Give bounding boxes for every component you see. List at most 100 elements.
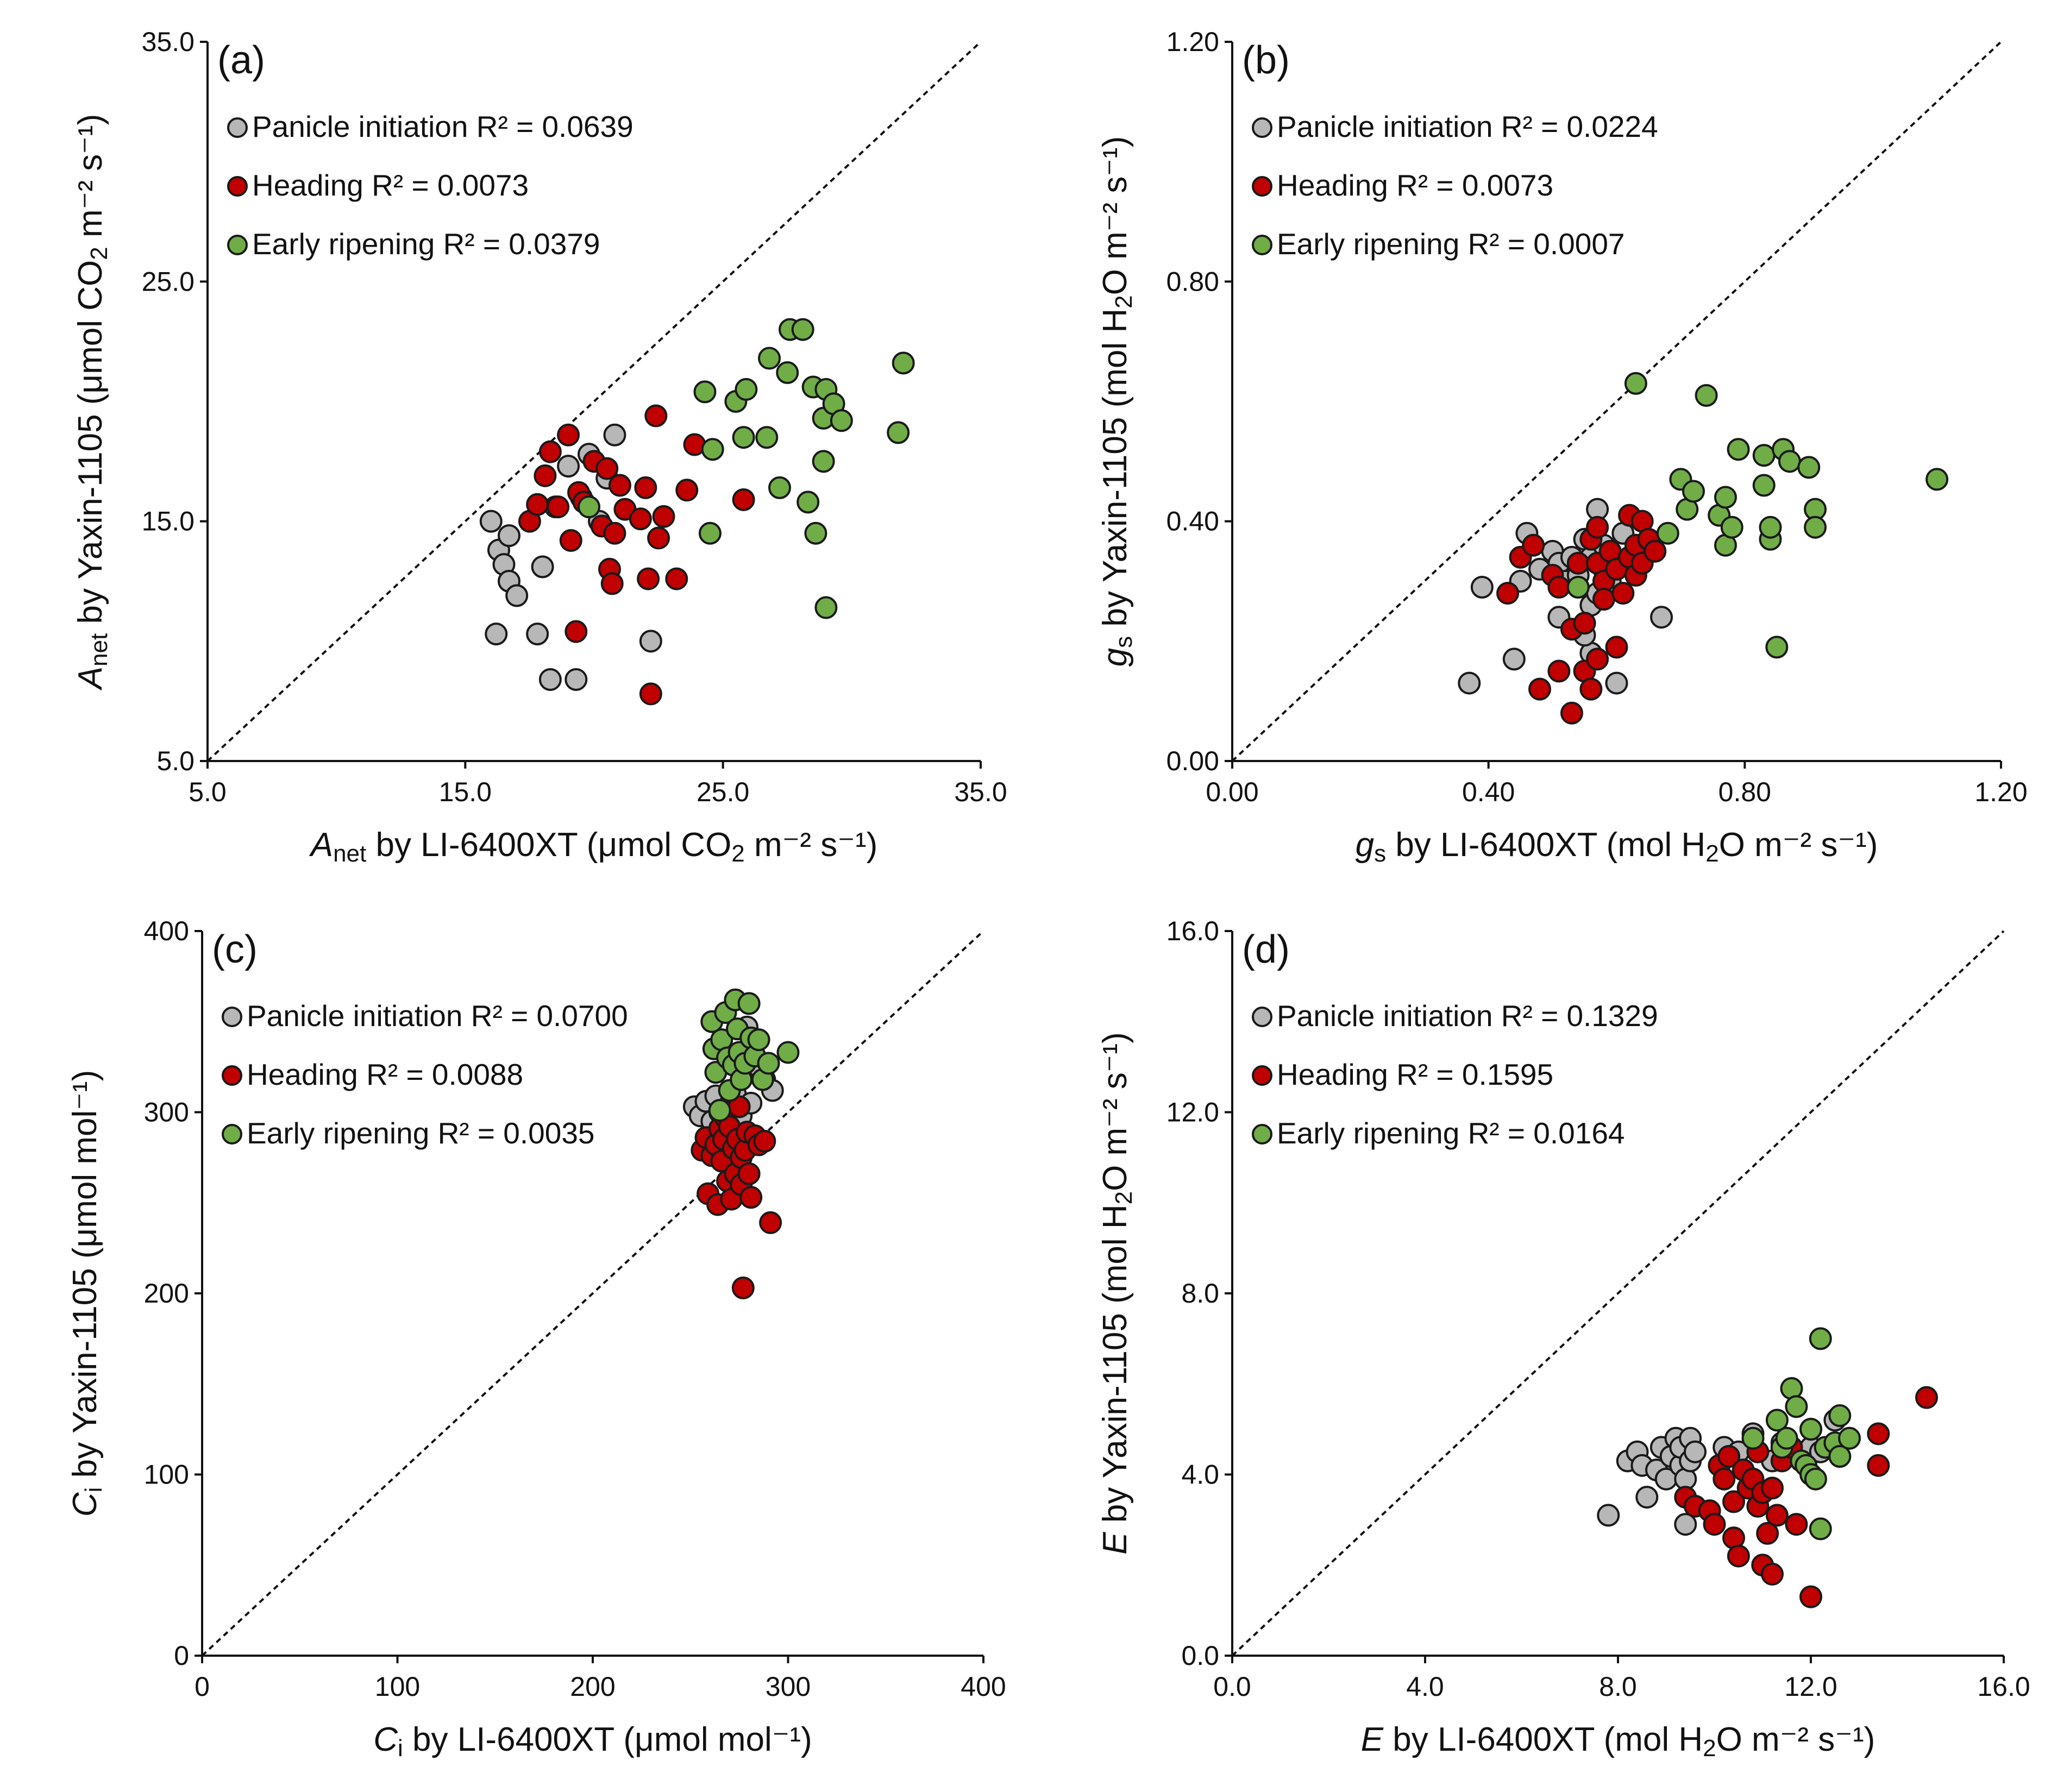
legend-marker-ripening (1252, 235, 1272, 255)
panel-c: 0 100 200 300 400 0 100 200 300 400 (c) Ci by LI-64… (66, 916, 1006, 1762)
y-tick-label: 4.0 (1181, 1460, 1219, 1490)
data-point (1756, 1521, 1779, 1545)
data-point (1586, 647, 1609, 671)
data-point (603, 521, 626, 545)
axis-symbol: C (373, 1721, 398, 1758)
y-tick-label: 0.00 (1166, 746, 1219, 776)
data-point (1809, 1327, 1832, 1350)
data-point (1674, 1513, 1697, 1536)
data-point (1605, 671, 1628, 695)
data-point (1809, 1517, 1832, 1541)
legend-r2: R² = 0.0639 (468, 110, 633, 143)
legend-name: Heading (1277, 1058, 1388, 1091)
legend-r2: R² = 0.0379 (435, 227, 600, 261)
data-point (1566, 551, 1590, 575)
data-point (608, 474, 631, 497)
data-point (603, 423, 626, 447)
data-point (814, 596, 838, 619)
legend-entry: Heading R² = 0.1595 (1277, 1058, 1553, 1091)
panel-label: (a) (217, 39, 265, 82)
data-point (732, 488, 755, 511)
data-point (629, 507, 652, 531)
x-tick-label: 1.20 (1974, 777, 2027, 807)
data-point (1592, 588, 1615, 611)
data-point (1502, 647, 1526, 671)
legend: Panicle initiation R² = 0.1329 Heading R²… (1252, 999, 1658, 1150)
legend-name: Early ripening (252, 227, 435, 261)
legend-entry: Early ripening R² = 0.0164 (1277, 1116, 1625, 1150)
unit-subscript: 2 (1705, 840, 1718, 867)
data-point (1703, 1513, 1726, 1536)
data-point (1765, 1409, 1789, 1432)
x-tick-label: 100 (375, 1671, 420, 1702)
legend: Panicle initiation R² = 0.0224 Heading R²… (1252, 110, 1658, 261)
data-point (753, 1129, 776, 1153)
data-point (1573, 612, 1596, 635)
legend-r2: R² = 0.0007 (1459, 227, 1625, 261)
data-point (479, 510, 503, 533)
one-to-one-line (1231, 930, 2005, 1657)
axis-symbol: g (1356, 826, 1374, 864)
panel-label: (b) (1242, 39, 1290, 82)
data-point (644, 404, 668, 427)
data-point (557, 423, 580, 447)
x-tick-label: 300 (766, 1671, 811, 1702)
data-point (708, 1099, 731, 1122)
data-point (739, 1186, 763, 1209)
data-point (776, 361, 799, 385)
data-point (1838, 1426, 1861, 1450)
data-point (652, 505, 675, 528)
legend-entry: Panicle initiation R² = 0.0700 (247, 999, 628, 1033)
data-point (1867, 1422, 1890, 1445)
data-point (526, 623, 549, 646)
data-point (776, 1041, 800, 1064)
legend-marker-heading (1252, 1065, 1272, 1086)
panel-label: (c) (212, 928, 258, 971)
y-tick-label: 100 (144, 1460, 189, 1490)
legend-r2: R² = 0.0224 (1492, 110, 1658, 143)
data-point (538, 440, 562, 463)
data-point (796, 491, 820, 514)
y-axis-label: gs by Yaxin-1105 (mol H2O m⁻² s⁻¹) (1096, 136, 1137, 667)
data-point (1720, 515, 1743, 539)
legend-marker-panicle (1252, 1007, 1272, 1027)
axis-subscript: s (1374, 840, 1386, 867)
series-ripening (578, 318, 915, 619)
data-point (485, 623, 508, 646)
data-point (1804, 515, 1827, 539)
y-axis-label: Anet by Yaxin-1105 (μmol CO2 m⁻² s⁻¹) (72, 114, 112, 691)
legend-entry: Early ripening R² = 0.0379 (252, 227, 600, 261)
y-tick-label: 0 (174, 1640, 189, 1671)
data-point (538, 668, 562, 691)
axis-subscript: i (80, 1487, 107, 1493)
axis-subscript: net (86, 633, 112, 667)
series-heading (691, 1095, 782, 1299)
legend-r2: R² = 0.0088 (358, 1058, 523, 1091)
legend: Panicle initiation R² = 0.0700 Heading R²… (222, 999, 628, 1150)
data-point (693, 380, 717, 404)
x-tick-label: 0.40 (1462, 777, 1515, 807)
data-point (1727, 438, 1750, 461)
data-point (732, 426, 755, 449)
data-point (804, 521, 827, 545)
data-point (892, 351, 915, 375)
data-point (1915, 1386, 1938, 1409)
series-ripening (1741, 1327, 1861, 1541)
legend-entry: Heading R² = 0.0088 (247, 1058, 523, 1091)
legend-r2: R² = 0.1329 (1492, 999, 1658, 1033)
x-tick-label: 8.0 (1599, 1671, 1637, 1702)
data-point (1496, 582, 1520, 605)
legend-marker-ripening (1252, 1124, 1272, 1145)
unit-subscript: 2 (86, 247, 112, 260)
data-point (755, 426, 779, 449)
data-point (791, 318, 814, 341)
x-tick-label: 15.0 (439, 777, 492, 807)
axis-symbol: E (1361, 1721, 1384, 1758)
legend-entry: Heading R² = 0.0073 (252, 168, 529, 202)
data-point (578, 495, 601, 519)
unit-subscript: 2 (731, 840, 744, 867)
y-tick-label: 5.0 (156, 746, 195, 776)
legend-name: Early ripening (1277, 1116, 1459, 1150)
data-point (887, 421, 910, 444)
